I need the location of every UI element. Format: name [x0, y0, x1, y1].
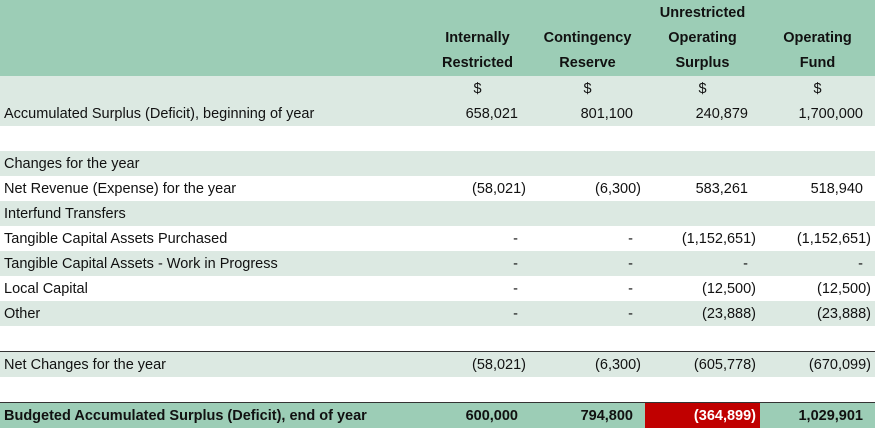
data-row: Net Changes for the year(58,021)(6,300)(… — [0, 352, 875, 378]
column-header: Internally Restricted — [425, 0, 530, 76]
value-cell: - — [530, 301, 645, 326]
spacer-cell — [0, 126, 425, 151]
row-label: Tangible Capital Assets - Work in Progre… — [0, 251, 425, 276]
value-cell: (12,500) — [645, 276, 760, 301]
value-cell: 583,261 — [645, 176, 760, 201]
value-cell: (605,778) — [645, 352, 760, 378]
data-row: Tangible Capital Assets - Work in Progre… — [0, 251, 875, 276]
value-cell: (670,099) — [760, 352, 875, 378]
row-label: Budgeted Accumulated Surplus (Deficit), … — [0, 403, 425, 428]
label-cell — [0, 76, 425, 101]
row-label: Changes for the year — [0, 151, 425, 176]
value-cell: - — [425, 226, 530, 251]
value-cell: - — [425, 251, 530, 276]
value-cell: 240,879 — [645, 101, 760, 126]
value-cell: 794,800 — [530, 403, 645, 428]
column-header-text: Contingency Reserve — [540, 26, 636, 76]
data-row: Local Capital--(12,500)(12,500) — [0, 276, 875, 301]
data-row: Tangible Capital Assets Purchased--(1,15… — [0, 226, 875, 251]
row-label: Interfund Transfers — [0, 201, 425, 226]
spacer-cell — [760, 126, 875, 151]
empty-cell — [425, 201, 530, 226]
value-cell: (23,888) — [645, 301, 760, 326]
spacer-cell — [645, 326, 760, 352]
spacer-row — [0, 377, 875, 403]
column-header-text: Operating Fund — [770, 26, 866, 76]
spacer-cell — [0, 377, 425, 403]
value-cell: 518,940 — [760, 176, 875, 201]
value-cell: 1,700,000 — [760, 101, 875, 126]
value-cell: (1,152,651) — [645, 226, 760, 251]
data-row: Accumulated Surplus (Deficit), beginning… — [0, 101, 875, 126]
spacer-cell — [425, 377, 530, 403]
currency-cell: $ — [645, 76, 760, 101]
spacer-cell — [645, 126, 760, 151]
data-row: Budgeted Accumulated Surplus (Deficit), … — [0, 403, 875, 428]
value-cell: - — [425, 301, 530, 326]
currency-row: $$$$ — [0, 76, 875, 101]
empty-cell — [530, 201, 645, 226]
spacer-cell — [760, 326, 875, 352]
spacer-row — [0, 126, 875, 151]
value-cell: 801,100 — [530, 101, 645, 126]
column-header-text: Internally Restricted — [430, 26, 526, 76]
data-row: Changes for the year — [0, 151, 875, 176]
row-label: Local Capital — [0, 276, 425, 301]
value-cell: (364,899) — [645, 403, 760, 428]
data-row: Other--(23,888)(23,888) — [0, 301, 875, 326]
row-label: Net Changes for the year — [0, 352, 425, 378]
row-label: Net Revenue (Expense) for the year — [0, 176, 425, 201]
row-label: Accumulated Surplus (Deficit), beginning… — [0, 101, 425, 126]
spacer-cell — [530, 126, 645, 151]
spacer-cell — [425, 326, 530, 352]
spacer-cell — [0, 326, 425, 352]
value-cell: (6,300) — [530, 352, 645, 378]
spacer-row — [0, 326, 875, 352]
header-blank — [0, 0, 425, 76]
row-label: Tangible Capital Assets Purchased — [0, 226, 425, 251]
column-header: Unrestricted Operating Surplus — [645, 0, 760, 76]
value-cell: 1,029,901 — [760, 403, 875, 428]
empty-cell — [645, 201, 760, 226]
header-row: Internally Restricted Contingency Reserve… — [0, 0, 875, 76]
column-header-text: Unrestricted Operating Surplus — [655, 1, 751, 76]
value-cell: (23,888) — [760, 301, 875, 326]
currency-cell: $ — [530, 76, 645, 101]
value-cell: - — [530, 226, 645, 251]
spacer-cell — [530, 326, 645, 352]
spacer-cell — [425, 126, 530, 151]
value-cell: 658,021 — [425, 101, 530, 126]
value-cell: 600,000 — [425, 403, 530, 428]
currency-cell: $ — [425, 76, 530, 101]
value-cell: - — [530, 251, 645, 276]
value-cell: - — [645, 251, 760, 276]
empty-cell — [645, 151, 760, 176]
empty-cell — [760, 201, 875, 226]
value-cell: (58,021) — [425, 176, 530, 201]
row-label: Other — [0, 301, 425, 326]
column-header: Operating Fund — [760, 0, 875, 76]
spacer-cell — [760, 377, 875, 403]
value-cell: (12,500) — [760, 276, 875, 301]
spacer-cell — [530, 377, 645, 403]
data-row: Interfund Transfers — [0, 201, 875, 226]
value-cell: - — [530, 276, 645, 301]
data-row: Net Revenue (Expense) for the year(58,02… — [0, 176, 875, 201]
value-cell: (1,152,651) — [760, 226, 875, 251]
empty-cell — [425, 151, 530, 176]
empty-cell — [530, 151, 645, 176]
value-cell: - — [760, 251, 875, 276]
value-cell: - — [425, 276, 530, 301]
spacer-cell — [645, 377, 760, 403]
column-header: Contingency Reserve — [530, 0, 645, 76]
value-cell: (6,300) — [530, 176, 645, 201]
currency-cell: $ — [760, 76, 875, 101]
empty-cell — [760, 151, 875, 176]
value-cell: (58,021) — [425, 352, 530, 378]
